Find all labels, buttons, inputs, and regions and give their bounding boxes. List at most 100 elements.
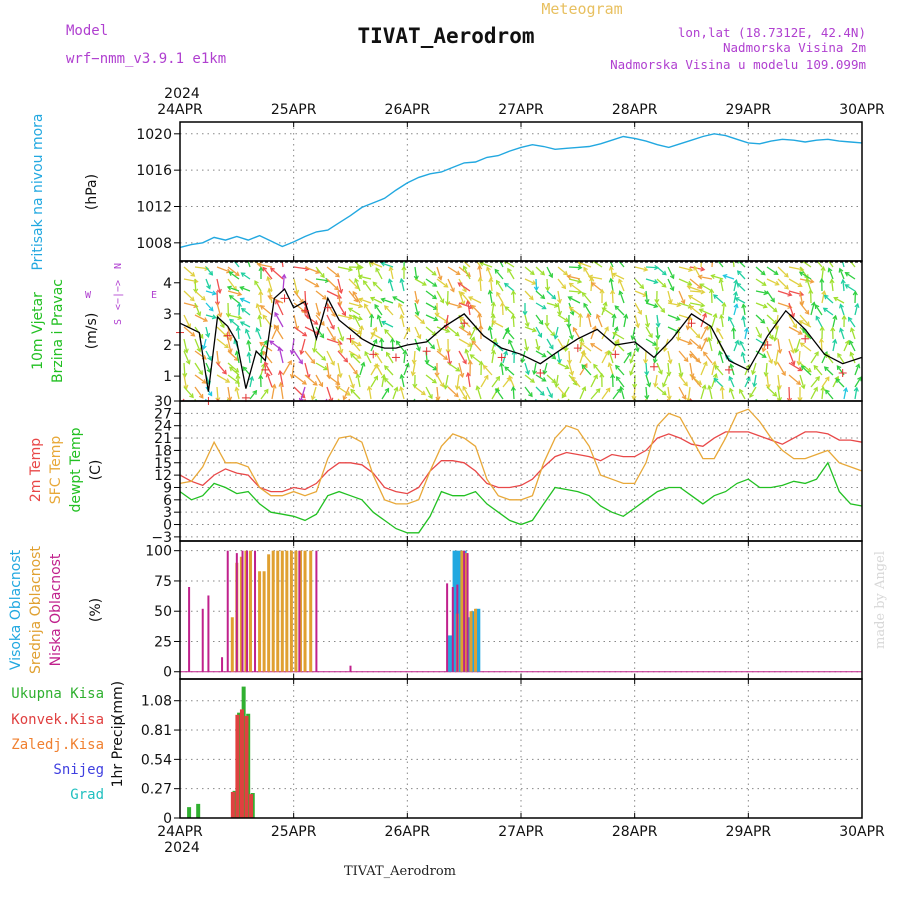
- wind-arrow: [777, 362, 786, 376]
- wind-arrow: [370, 375, 378, 388]
- year-bottom: 2024: [164, 840, 200, 856]
- wind-arrow-head: [653, 279, 659, 285]
- wind-arrow-head: [562, 406, 566, 410]
- wind-arrow: [582, 292, 592, 304]
- wind-arrow: [733, 340, 739, 352]
- wind-arrow-head: [814, 304, 820, 310]
- dewpt-label: dewpt Temp: [68, 427, 84, 512]
- wind-arrow: [458, 350, 467, 364]
- precip-ytick-label: 0.54: [141, 752, 172, 768]
- wind-arrow-head: [698, 308, 704, 314]
- wind-arrow: [618, 261, 625, 268]
- wind-arrow-head: [581, 385, 587, 392]
- wind-arrow-head: [342, 395, 348, 401]
- wind-arrow: [618, 279, 625, 292]
- wind-arrow-head: [548, 273, 553, 279]
- wind-arrow-head: [819, 277, 825, 283]
- wind-arrow: [854, 364, 860, 376]
- wind-arrow-head: [857, 376, 862, 382]
- wind-arrow: [543, 362, 548, 375]
- wind-arrow: [711, 275, 724, 280]
- wind-arrow: [370, 261, 383, 268]
- wind-arrow-head: [216, 288, 222, 294]
- wind-arrow-head: [414, 311, 420, 317]
- wind-arrow-head: [414, 299, 420, 305]
- wind-arrow: [524, 374, 535, 383]
- wind-arrow-head: [198, 393, 204, 399]
- wind-arrow-head: [258, 374, 264, 380]
- wind-arrow-head: [568, 335, 574, 341]
- model-elevation-label: Nadmorska Visina u modelu 109.099m: [610, 57, 866, 72]
- wind-arrow-head: [688, 353, 694, 359]
- wind-arrow: [479, 262, 493, 268]
- wind-arrow-head: [410, 371, 416, 377]
- wind-arrow-head: [581, 364, 587, 370]
- wind-arrow: [567, 275, 581, 280]
- wind-arrow-head: [478, 324, 484, 330]
- wind-arrow: [535, 338, 540, 351]
- wind-arrow-head: [711, 360, 717, 366]
- wind-arrow-head: [611, 313, 617, 319]
- wind-arrow: [293, 278, 299, 294]
- wind-arrow-head: [466, 331, 472, 336]
- wind-arrow-head: [719, 313, 725, 319]
- wind-arrow: [645, 362, 648, 375]
- wind-arrow-head: [402, 255, 406, 259]
- wind-arrow: [721, 386, 724, 400]
- wind-arrow: [612, 332, 625, 340]
- wind-arrow: [315, 302, 320, 316]
- wind-arrow: [391, 338, 394, 352]
- wind-arrow: [398, 303, 405, 316]
- wind-arrow: [653, 350, 658, 363]
- wind-arrow-head: [564, 317, 570, 322]
- wind-arrow-head: [490, 349, 497, 355]
- wind-arrow: [425, 326, 437, 336]
- wind-arrow-head: [731, 326, 737, 332]
- wind-arrow: [205, 350, 212, 361]
- wind-arrow-head: [239, 286, 245, 291]
- wind-arrow-head: [374, 351, 380, 357]
- wind-arrow-head: [328, 397, 334, 401]
- wind-arrow-head: [381, 373, 387, 379]
- wind-arrow: [507, 268, 515, 280]
- conv-precip-label: Konvek.Kisa: [11, 712, 104, 728]
- bottom-date-label: 26APR: [385, 824, 431, 840]
- wind-arrow-head: [454, 385, 460, 391]
- wind-arrow: [689, 338, 702, 349]
- wind-arrow: [645, 326, 653, 338]
- wind-arrow-head: [820, 385, 826, 391]
- wind-arrow-head: [384, 305, 389, 311]
- wind-arrow: [689, 305, 702, 316]
- wind-arrow: [370, 297, 383, 304]
- wind-arrow: [262, 267, 273, 280]
- wind-arrow-head: [302, 331, 308, 337]
- wind-arrow: [524, 326, 537, 332]
- wind-arrow-head: [533, 286, 539, 292]
- wind-arrow-head: [404, 362, 410, 368]
- wind-arrow-head: [790, 348, 796, 354]
- wind-arrow-head: [734, 339, 740, 345]
- wind-arrow: [205, 266, 213, 276]
- wind-arrow: [580, 342, 592, 352]
- wind-arrow: [821, 376, 830, 388]
- wind-arrow: [813, 365, 823, 376]
- wind-arrow-head: [823, 294, 829, 300]
- wind-arrow-head: [208, 270, 214, 276]
- wind-arrow-head: [734, 297, 740, 302]
- wind-arrow-head: [234, 386, 240, 392]
- wind-arrow-head: [824, 389, 830, 395]
- wind-arrow-head: [781, 371, 786, 377]
- wind-arrow-head: [642, 407, 646, 411]
- wind-arrow: [678, 374, 688, 387]
- wind-arrow: [337, 266, 353, 271]
- wind-arrow: [326, 266, 340, 278]
- wind-arrow-head: [510, 385, 516, 391]
- wind-arrow-head: [806, 367, 812, 373]
- wind-arrow-head: [798, 271, 804, 277]
- wind-arrow-head: [775, 409, 779, 413]
- wind-arrow-head: [797, 330, 803, 335]
- wind-arrow-head: [567, 296, 573, 301]
- wind-arrow: [845, 272, 856, 280]
- wind-arrow-head: [739, 340, 744, 346]
- wind-arrow-head: [702, 360, 708, 366]
